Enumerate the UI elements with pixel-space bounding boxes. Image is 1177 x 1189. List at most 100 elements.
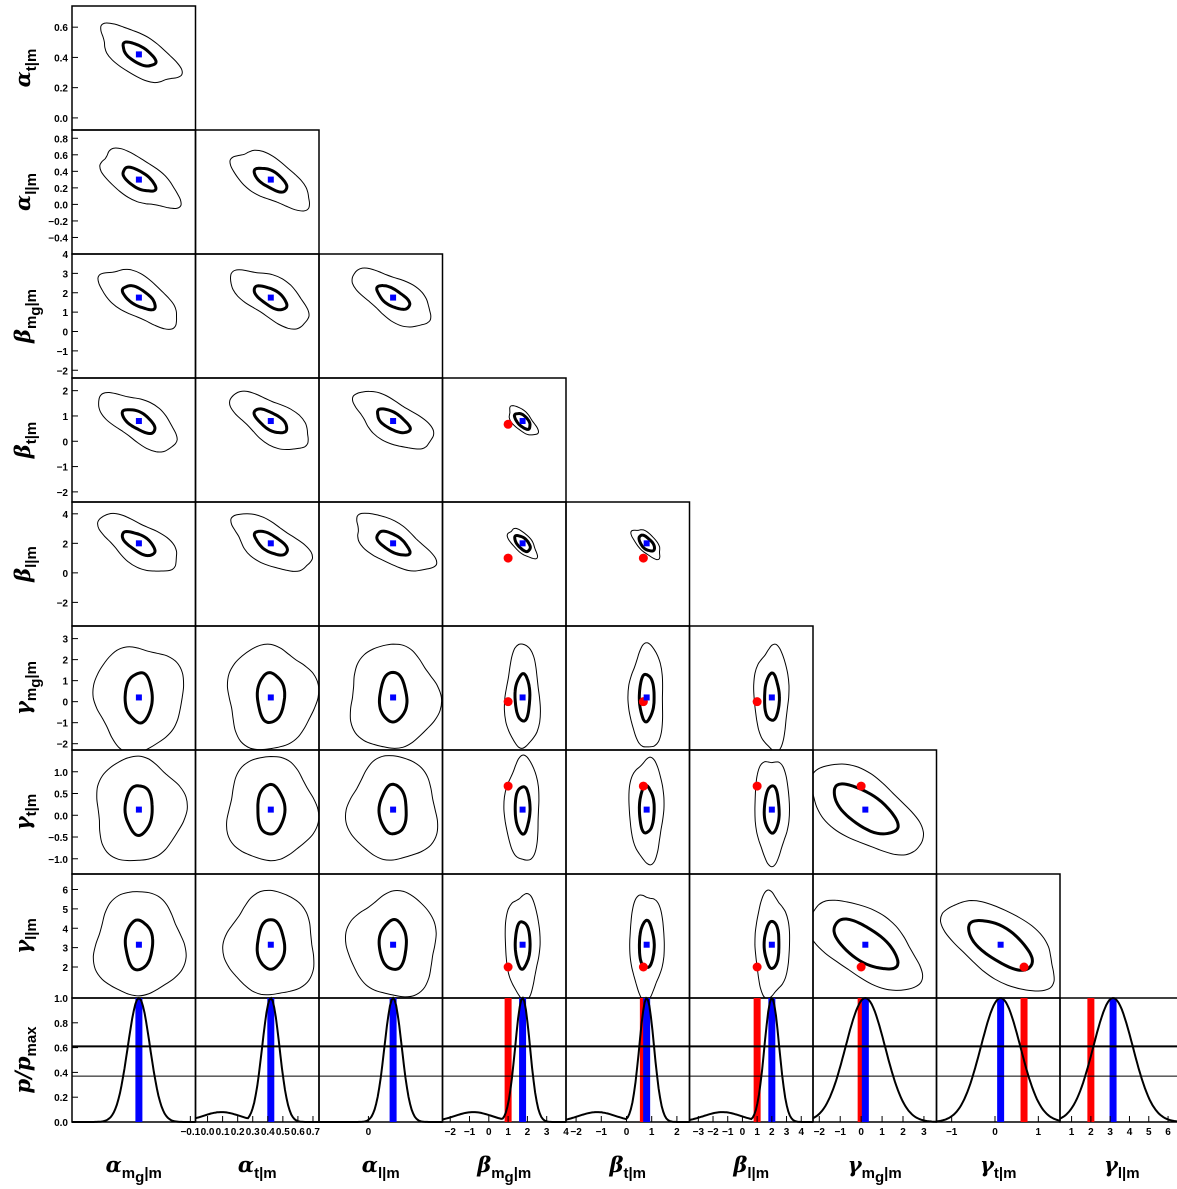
contour-outer	[226, 643, 319, 750]
panel-frame	[441, 873, 567, 999]
panel-b_mg-vs-g_mg	[441, 625, 567, 751]
panel-a_mg-vs-b_l	[71, 501, 197, 627]
panel-frame	[565, 997, 691, 1123]
marginal-curve	[195, 996, 319, 1123]
best-fit-marker	[390, 941, 397, 948]
reference-point	[638, 962, 648, 972]
x-tick-label: 2	[674, 1127, 680, 1138]
contour-outer	[344, 890, 437, 998]
panel-g_mg-vs-g_t	[812, 749, 938, 875]
x-tick-label: 3	[784, 1127, 790, 1138]
y-axis-label-a_l: αl|m	[10, 173, 40, 211]
contour-inner	[252, 166, 289, 194]
panel-a_t-vs-a_l	[194, 129, 320, 255]
y-tick-label: −0.2	[48, 217, 68, 228]
panel-a_mg-vs-b_mg	[71, 253, 197, 379]
y-tick-label: 0.5	[54, 790, 68, 801]
contour-inner	[252, 284, 289, 312]
best-fit-marker	[135, 294, 142, 301]
x-tick-label: 3	[1107, 1127, 1113, 1138]
y-tick-label: 0.4	[54, 53, 68, 64]
best-fit-marker	[768, 941, 775, 948]
panel-a_mg-vs-g_mg	[71, 625, 197, 751]
best-fit-marker	[390, 294, 397, 301]
y-tick-label: 0	[62, 698, 68, 709]
contour-inner	[513, 533, 532, 554]
y-tick-label: −1.0	[48, 855, 68, 866]
panel-frame	[71, 997, 197, 1123]
x-axis-label-g_mg: γmg|m	[848, 1152, 902, 1186]
panel-g_t-vs-g_l	[935, 873, 1061, 999]
contour-inner	[513, 785, 532, 836]
x-tick-label: −0.1	[180, 1127, 200, 1138]
best-fit-marker	[390, 418, 397, 425]
contour-outer	[813, 763, 925, 856]
x-tick-label: 0	[740, 1127, 746, 1138]
contour-inner	[637, 533, 657, 553]
x-tick-label: 0	[858, 1127, 864, 1138]
best-fit-marker	[519, 694, 526, 701]
x-tick-label: −1	[835, 1127, 847, 1138]
contour-outer	[98, 391, 178, 453]
best-fit-marker	[643, 540, 650, 547]
y-tick-label: −2	[57, 598, 69, 609]
y-tick-label: 4	[62, 510, 68, 521]
panel-frame	[441, 377, 567, 503]
marginal-g_l	[1059, 997, 1177, 1123]
contour-inner	[256, 782, 287, 836]
y-tick-label: 0.0	[54, 200, 68, 211]
x-tick-label: −1	[946, 1127, 958, 1138]
best-fit-band	[389, 998, 397, 1122]
panel-a_t-vs-g_mg	[194, 625, 320, 751]
panel-b_l-vs-g_mg	[688, 625, 814, 751]
contour-inner	[637, 783, 656, 835]
marginal-b_l	[688, 996, 814, 1123]
y-axis-label-g_t: γt|m	[10, 794, 40, 830]
best-fit-marker	[519, 418, 526, 425]
x-tick-label: −1	[596, 1127, 608, 1138]
contour-inner	[252, 529, 289, 557]
contour-outer	[97, 512, 178, 572]
reference-band	[1087, 998, 1095, 1122]
panel-b_l-vs-g_l	[688, 873, 814, 999]
y-tick-label: −2	[57, 488, 69, 499]
contour-inner	[762, 919, 781, 971]
y-tick-label: 1	[62, 308, 68, 319]
labels-layer: αmg|m αt|m αl|m βmg|m βt|m βl|m γmg|m γt|m γl|m α…	[10, 49, 1140, 1186]
contour-inner	[121, 165, 158, 193]
marginal-a_mg	[71, 996, 197, 1123]
contour-outer	[753, 643, 790, 750]
y-tick-label: −1	[57, 347, 69, 358]
best-fit-marker	[267, 418, 274, 425]
contour-inner	[637, 672, 656, 724]
panel-frame	[812, 873, 938, 999]
best-fit-band	[768, 998, 776, 1122]
reference-point	[752, 962, 762, 972]
x-tick-label: 2	[525, 1127, 531, 1138]
contour-inner	[832, 917, 900, 971]
x-tick-label: 2	[769, 1127, 775, 1138]
y-tick-label: 0.2	[54, 184, 68, 195]
contour-outer	[754, 761, 791, 868]
y-tick-label: 3	[62, 635, 68, 646]
contour-outer	[813, 899, 924, 991]
reference-band	[753, 998, 761, 1122]
best-fit-marker	[135, 176, 142, 183]
marginal-a_l	[318, 996, 444, 1123]
marginal-g_mg	[812, 996, 938, 1123]
panel-frame	[71, 5, 197, 131]
marginal-curve	[812, 996, 937, 1123]
x-tick-label: 1	[879, 1127, 885, 1138]
contour-inner	[512, 411, 532, 431]
y-tick-label: 4	[62, 924, 68, 935]
best-fit-band	[267, 998, 275, 1122]
y-tick-label: 0.2	[54, 84, 68, 95]
panel-a_t-vs-g_t	[194, 749, 320, 875]
reference-point	[503, 962, 513, 972]
panel-b_mg-vs-b_l	[441, 501, 567, 627]
y-tick-label: −1	[57, 463, 69, 474]
contour-inner	[120, 529, 157, 558]
panel-frame	[194, 997, 320, 1123]
marginal-curve	[689, 996, 813, 1123]
y-tick-label: 2	[62, 656, 68, 667]
